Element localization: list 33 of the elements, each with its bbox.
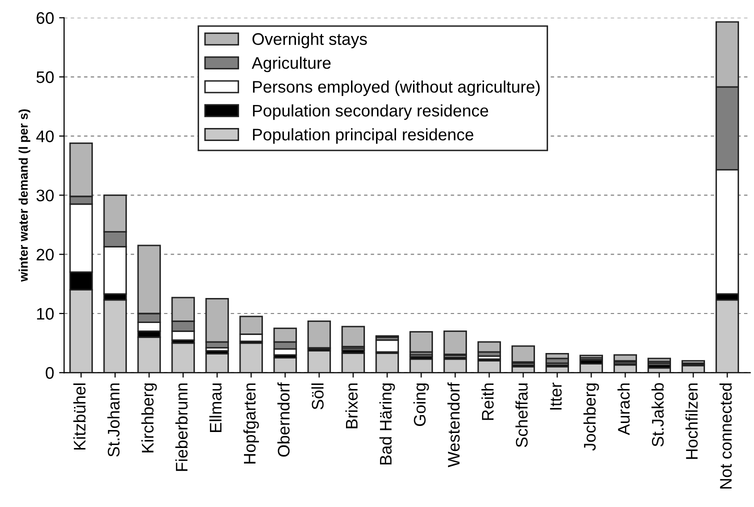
x-tick-label: Aurach: [617, 383, 630, 436]
legend-label: Persons employed (without agriculture): [253, 80, 540, 96]
x-tick-label: Jochberg: [583, 383, 600, 451]
x-tick-label: Kitzbühel: [73, 383, 86, 450]
y-tick-label: 50: [36, 71, 54, 84]
legend-label: Population principal residence: [253, 128, 474, 144]
x-tick-label: Not connected: [720, 383, 732, 488]
x-tick-label: Fieberbrunn: [175, 383, 188, 471]
legend-label: Population secondary residence: [253, 104, 488, 120]
x-tick-label: Oberndorf: [277, 382, 290, 457]
x-tick-label: St.Johann: [107, 383, 120, 457]
x-tick-label: Westendorf: [447, 382, 460, 468]
x-tick-label: Ellmau: [209, 383, 222, 432]
y-tick-label: 40: [36, 130, 54, 142]
y-tick-label: 20: [36, 248, 54, 261]
x-tick-label: Itter: [550, 382, 562, 410]
x-tick-label: Hopfgarten: [243, 383, 259, 464]
legend-label: Overnight stays: [252, 32, 367, 48]
x-tick-label: Bad Häring: [379, 383, 395, 464]
x-tick-label: Kirchberg: [141, 383, 157, 452]
y-tick-label: 30: [36, 190, 54, 202]
y-axis-title: winter water demand (l per s): [18, 109, 30, 282]
y-tick-label: 60: [36, 12, 54, 24]
y-tick-label: 10: [37, 308, 54, 320]
y-tick-label: 0: [46, 367, 54, 379]
legend-label: Agriculture: [252, 56, 331, 72]
x-tick-label: Brixen: [345, 383, 358, 428]
x-tick-label: Scheffau: [515, 383, 528, 448]
x-tick-label: Hochfilzen: [685, 383, 698, 459]
x-tick-label: Söll: [311, 383, 324, 410]
x-tick-label: St.Jakob: [651, 383, 664, 446]
x-tick-label: Reith: [481, 383, 494, 420]
x-tick-label: Going: [413, 383, 429, 426]
